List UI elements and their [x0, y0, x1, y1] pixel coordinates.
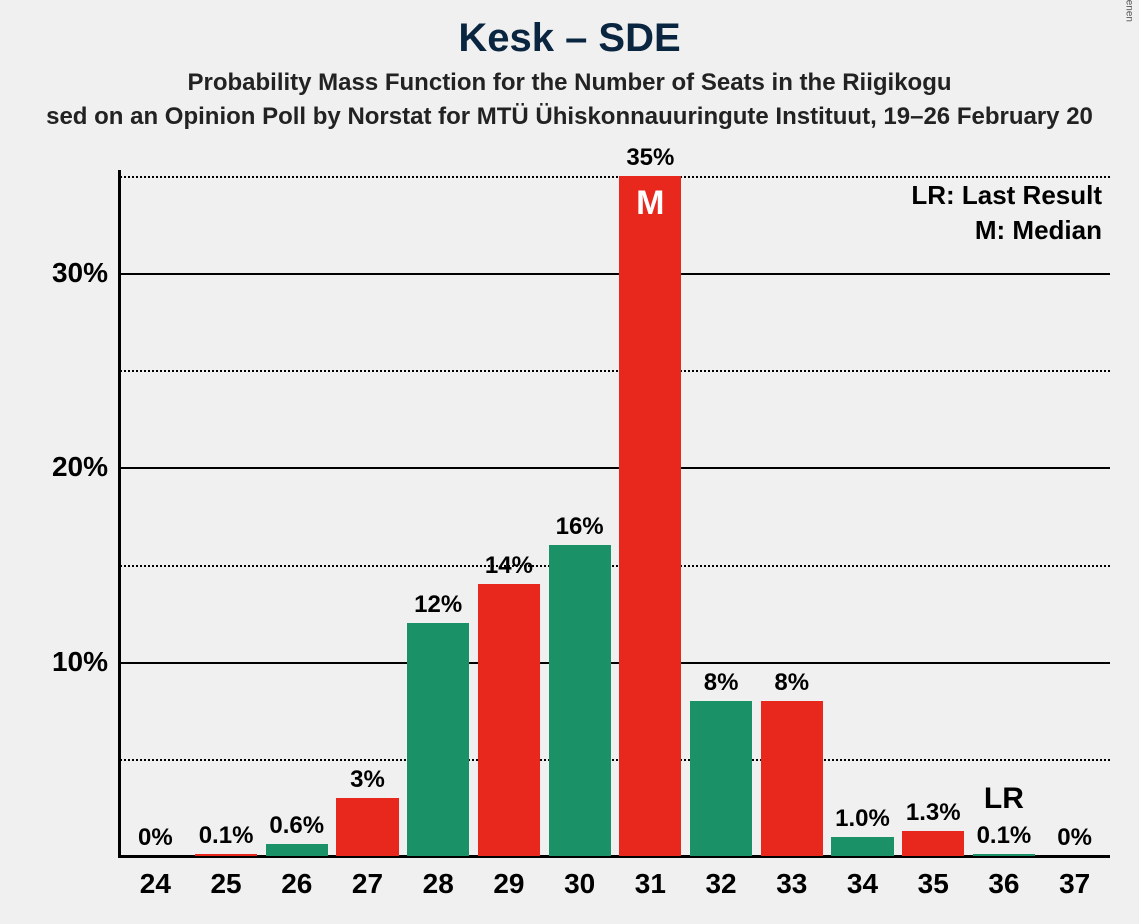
chart-title: Kesk – SDE [0, 16, 1139, 61]
gridline-minor [120, 759, 1110, 761]
x-axis-label: 27 [352, 856, 383, 900]
x-axis-label: 30 [564, 856, 595, 900]
bar-value-label: 16% [556, 513, 604, 545]
bar-value-label: 0% [1057, 824, 1092, 856]
legend-median: M: Median [911, 215, 1102, 246]
y-axis [118, 170, 121, 856]
gridline-major [120, 467, 1110, 469]
bar-value-label: 0% [138, 824, 173, 856]
x-axis-label: 31 [635, 856, 666, 900]
x-axis-label: 26 [281, 856, 312, 900]
gridline-major [120, 662, 1110, 664]
bar-value-label: 3% [350, 766, 385, 798]
chart-plot-area: 10%20%30%LR: Last ResultM: Median0%240.1… [120, 176, 1110, 856]
x-axis-label: 25 [210, 856, 241, 900]
bar-value-label: 8% [774, 669, 809, 701]
bar-value-label: 0.1% [977, 822, 1032, 854]
x-axis-label: 32 [705, 856, 736, 900]
bar-value-label: 1.0% [835, 805, 890, 837]
legend-lr: LR: Last Result [911, 180, 1102, 211]
gridline-minor [120, 370, 1110, 372]
y-axis-label: 10% [52, 646, 120, 678]
x-axis-label: 29 [493, 856, 524, 900]
chart-subtitle: Probability Mass Function for the Number… [0, 69, 1139, 97]
bar: 16% [549, 545, 611, 856]
bar-value-label: 12% [414, 591, 462, 623]
x-axis-label: 35 [918, 856, 949, 900]
bar-value-label: 14% [485, 552, 533, 584]
median-marker: M [636, 184, 664, 546]
x-axis-label: 34 [847, 856, 878, 900]
bar-value-label: 0.6% [269, 812, 324, 844]
gridline-minor [120, 176, 1110, 178]
bar: 35%M [619, 176, 681, 856]
copyright-text: © 2020 Filip van Laenen [1124, 0, 1135, 22]
bar: 3% [336, 798, 398, 856]
gridline-minor [120, 565, 1110, 567]
last-result-marker: LR [984, 782, 1024, 816]
legend: LR: Last Result M: Median [911, 180, 1102, 246]
gridline-major [120, 273, 1110, 275]
bar-value-label: 0.1% [199, 822, 254, 854]
chart-source-line: sed on an Opinion Poll by Norstat for MT… [0, 103, 1139, 131]
bar-value-label: 8% [704, 669, 739, 701]
x-axis-label: 36 [988, 856, 1019, 900]
y-axis-label: 20% [52, 451, 120, 483]
y-axis-label: 30% [52, 257, 120, 289]
bar: 8% [761, 701, 823, 856]
x-axis-label: 28 [423, 856, 454, 900]
x-axis-label: 33 [776, 856, 807, 900]
bar-value-label: 35% [626, 144, 674, 176]
bar: 14% [478, 584, 540, 856]
bar: 0.6% [266, 844, 328, 856]
bar: 12% [407, 623, 469, 856]
x-axis-label: 37 [1059, 856, 1090, 900]
bar: 8% [690, 701, 752, 856]
bar: 1.0% [831, 837, 893, 856]
bar-value-label: 1.3% [906, 799, 961, 831]
bar: 1.3% [902, 831, 964, 856]
x-axis-label: 24 [140, 856, 171, 900]
